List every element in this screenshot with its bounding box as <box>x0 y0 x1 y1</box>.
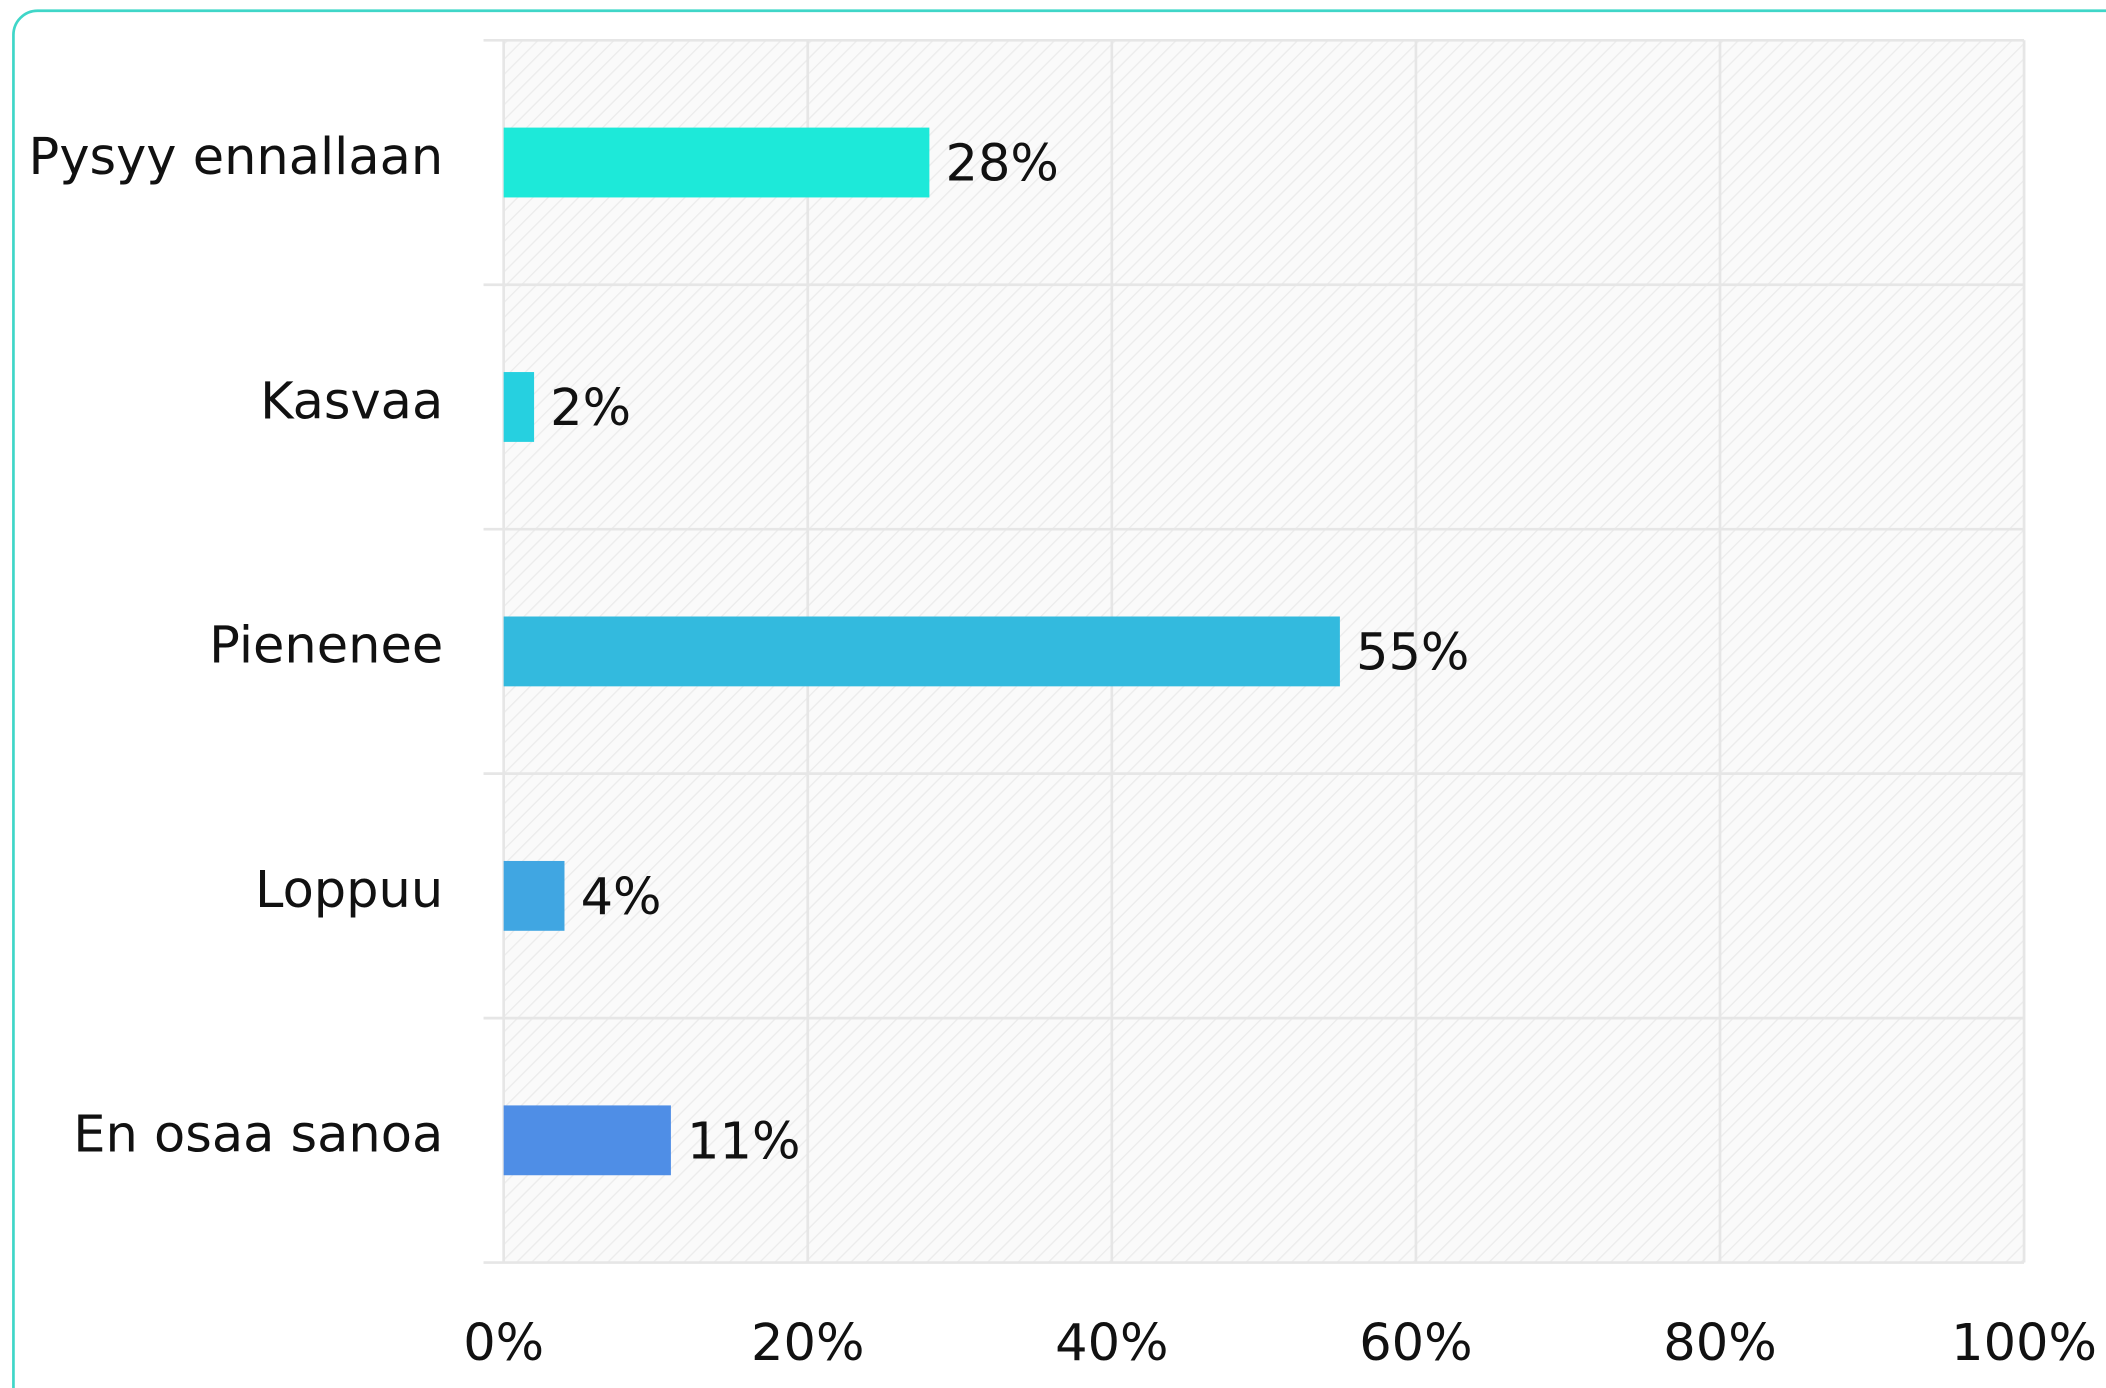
y-tick-label: En osaa sanoa <box>73 1106 443 1165</box>
value-label: 11% <box>687 1112 800 1171</box>
x-tick-label: 60% <box>1359 1314 1472 1373</box>
y-tick-label: Kasvaa <box>260 372 443 431</box>
x-tick-label: 100% <box>1951 1314 2097 1373</box>
x-tick-label: 80% <box>1663 1314 1776 1373</box>
y-tick-label: Loppuu <box>255 861 443 920</box>
bar <box>503 372 535 442</box>
value-label: 28% <box>945 135 1058 194</box>
bar <box>503 1105 671 1176</box>
value-label: 2% <box>550 379 631 438</box>
value-label: 55% <box>1356 623 1469 682</box>
x-tick-label: 40% <box>1055 1314 1168 1373</box>
bar <box>503 860 565 931</box>
bar <box>503 616 1340 687</box>
x-tick-label: 0% <box>463 1314 544 1373</box>
value-label: 4% <box>581 868 662 927</box>
bar <box>503 127 930 198</box>
x-tick-label: 20% <box>751 1314 864 1373</box>
y-tick-label: Pienenee <box>209 617 443 676</box>
y-tick-label: Pysyy ennallaan <box>29 128 444 187</box>
